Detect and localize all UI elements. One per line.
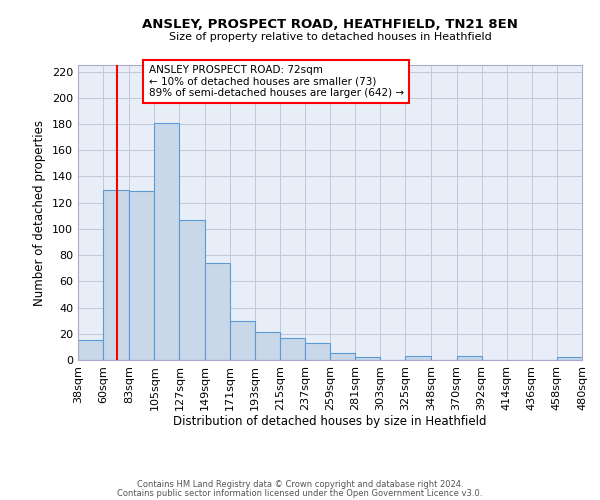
Bar [78, 340, 103, 360]
Bar [255, 332, 280, 360]
Bar [130, 191, 154, 360]
Text: ANSLEY, PROSPECT ROAD, HEATHFIELD, TN21 8EN: ANSLEY, PROSPECT ROAD, HEATHFIELD, TN21 … [142, 18, 518, 30]
Text: Contains public sector information licensed under the Open Government Licence v3: Contains public sector information licen… [118, 488, 482, 498]
Bar [557, 358, 582, 360]
Bar [405, 356, 431, 360]
Text: ANSLEY PROSPECT ROAD: 72sqm
← 10% of detached houses are smaller (73)
89% of sem: ANSLEY PROSPECT ROAD: 72sqm ← 10% of det… [149, 65, 404, 98]
X-axis label: Distribution of detached houses by size in Heathfield: Distribution of detached houses by size … [173, 416, 487, 428]
Bar [103, 190, 130, 360]
Bar [154, 122, 179, 360]
Text: Contains HM Land Registry data © Crown copyright and database right 2024.: Contains HM Land Registry data © Crown c… [137, 480, 463, 489]
Bar [179, 220, 205, 360]
Bar [330, 354, 355, 360]
Bar [305, 343, 330, 360]
Y-axis label: Number of detached properties: Number of detached properties [34, 120, 46, 306]
Bar [205, 263, 230, 360]
Bar [280, 338, 305, 360]
Bar [355, 358, 380, 360]
Bar [457, 356, 482, 360]
Bar [230, 320, 255, 360]
Text: Size of property relative to detached houses in Heathfield: Size of property relative to detached ho… [169, 32, 491, 42]
